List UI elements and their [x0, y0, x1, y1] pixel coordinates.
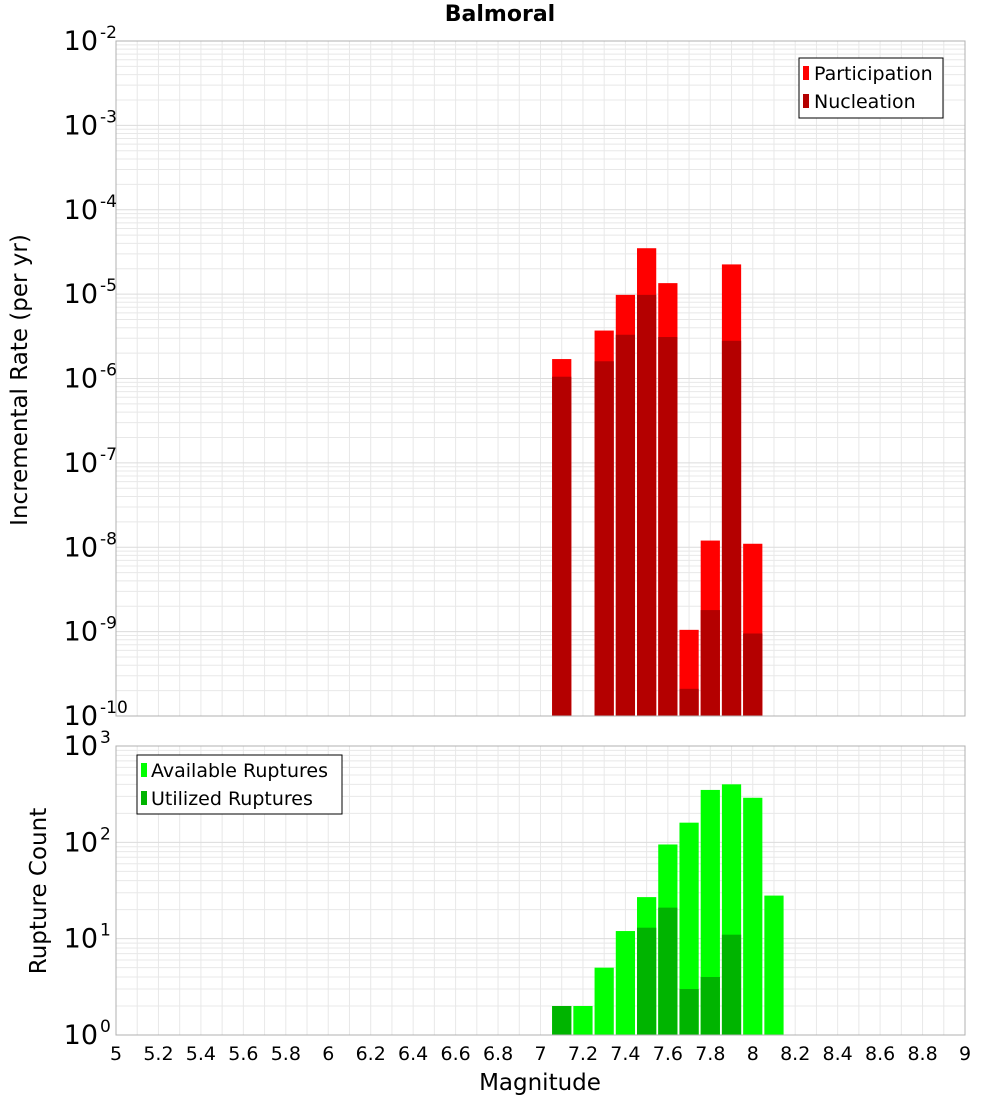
x-tick-label: 6.4: [398, 1043, 428, 1065]
rate-y-tick-label: 10: [64, 364, 98, 395]
count-plot-legend: Available Ruptures Utilized Ruptures: [136, 754, 343, 815]
count-bar-utilized-ruptures: [552, 1006, 572, 1035]
rate-y-tick-exponent: -2: [100, 23, 117, 43]
rate-bar-nucleation: [594, 361, 614, 716]
rate-bar-nucleation: [721, 340, 742, 716]
x-tick-label: 8.6: [865, 1043, 895, 1065]
x-tick-label: 9: [959, 1043, 971, 1065]
participation-swatch: [803, 66, 809, 80]
legend-box: [798, 57, 944, 119]
nucleation-swatch: [803, 94, 809, 108]
x-tick-label: 6: [322, 1043, 334, 1065]
legend-available: Available Ruptures: [151, 760, 328, 782]
rate-y-tick-label: 10: [64, 110, 98, 141]
count-y-tick-exponent: 2: [100, 824, 111, 844]
legend-box: [136, 754, 343, 815]
rate-plot-legend: Participation Nucleation: [798, 57, 944, 119]
x-axis-label: Magnitude: [479, 1070, 601, 1096]
count-y-tick-label: 10: [64, 924, 98, 955]
rate-y-tick-exponent: -8: [100, 529, 117, 549]
count-plot-frame: [115, 745, 966, 1036]
rate-bar-nucleation: [700, 610, 720, 716]
count-bar-utilized-ruptures: [700, 977, 720, 1035]
rate-y-tick-exponent: -4: [100, 192, 117, 212]
count-bar-available-ruptures: [594, 967, 614, 1035]
rate-y-tick-exponent: -6: [100, 361, 117, 381]
rate-bar-nucleation: [615, 334, 636, 716]
count-y-tick-exponent: 3: [100, 728, 111, 748]
x-tick-label: 7: [534, 1043, 546, 1065]
rate-y-tick-exponent: -10: [100, 698, 128, 718]
count-y-tick-label: 10: [64, 731, 98, 762]
x-tick-label: 8.4: [823, 1043, 853, 1065]
x-axis-tick-labels: 5 5.2 5.4 5.6 5.8 6 6.2 6.4 6.6 6.8 7 7.2 7.4 7.6 7.8 8…: [110, 1043, 971, 1065]
chart-title: Balmoral: [444, 2, 556, 27]
rate-y-tick-exponent: -3: [100, 107, 117, 127]
rate-y-tick-label: 10: [64, 532, 98, 563]
count-bar-available-ruptures: [679, 822, 699, 1035]
count-plot-bars: [552, 784, 784, 1035]
x-tick-label: 6.8: [483, 1043, 513, 1065]
x-tick-label: 5.4: [186, 1043, 216, 1065]
rate-y-tick-label: 10: [64, 701, 98, 732]
x-tick-label: 7.4: [610, 1043, 640, 1065]
rate-y-tick-label: 10: [64, 617, 98, 648]
x-tick-label: 5: [110, 1043, 122, 1065]
rate-y-tick-exponent: -7: [100, 445, 117, 465]
count-bar-available-ruptures: [700, 789, 720, 1035]
count-plot-y-axis-label: Rupture Count: [26, 808, 52, 974]
x-tick-label: 8: [747, 1043, 759, 1065]
count-bar-utilized-ruptures: [721, 934, 742, 1035]
x-tick-label: 5.8: [271, 1043, 301, 1065]
rate-bar-nucleation: [637, 294, 657, 716]
rate-bar-nucleation: [552, 376, 572, 716]
rate-plot-grid: [115, 41, 966, 717]
x-tick-label: 5.6: [228, 1043, 258, 1065]
x-tick-label: 6.2: [356, 1043, 386, 1065]
rate-y-tick-exponent: -9: [100, 614, 117, 634]
count-bar-available-ruptures: [573, 1006, 593, 1035]
x-tick-label: 8.8: [907, 1043, 937, 1065]
utilized-swatch: [141, 791, 147, 805]
rate-y-tick-label: 10: [64, 26, 98, 57]
rate-plot-bars: [552, 248, 763, 717]
x-tick-label: 7.6: [653, 1043, 683, 1065]
rate-bar-nucleation: [679, 688, 699, 716]
rate-y-tick-label: 10: [64, 279, 98, 310]
count-y-tick-exponent: 1: [100, 921, 111, 941]
count-y-tick-label: 10: [64, 1020, 98, 1051]
legend-participation: Participation: [814, 63, 933, 85]
count-bar-available-ruptures: [615, 931, 636, 1035]
x-tick-label: 7.8: [695, 1043, 725, 1065]
count-y-tick-exponent: 0: [100, 1017, 111, 1037]
rate-y-tick-label: 10: [64, 448, 98, 479]
x-tick-label: 7.2: [568, 1043, 598, 1065]
rate-plot-frame: [115, 40, 966, 717]
legend-utilized: Utilized Ruptures: [151, 788, 313, 810]
x-tick-label: 5.2: [143, 1043, 173, 1065]
legend-nucleation: Nucleation: [814, 91, 916, 113]
rate-bar-nucleation: [743, 633, 763, 716]
rate-y-tick-exponent: -5: [100, 276, 117, 296]
count-y-tick-label: 10: [64, 827, 98, 858]
count-bar-available-ruptures: [743, 797, 763, 1035]
count-bar-utilized-ruptures: [679, 989, 699, 1035]
available-swatch: [141, 763, 147, 777]
rate-plot-y-axis-label: Incremental Rate (per yr): [7, 234, 33, 526]
x-tick-label: 6.6: [440, 1043, 470, 1065]
rate-bar-nucleation: [658, 337, 678, 716]
count-bar-utilized-ruptures: [637, 927, 657, 1035]
rate-y-tick-label: 10: [64, 195, 98, 226]
count-bar-available-ruptures: [764, 895, 784, 1035]
x-tick-label: 8.2: [780, 1043, 810, 1065]
count-bar-utilized-ruptures: [658, 907, 678, 1035]
